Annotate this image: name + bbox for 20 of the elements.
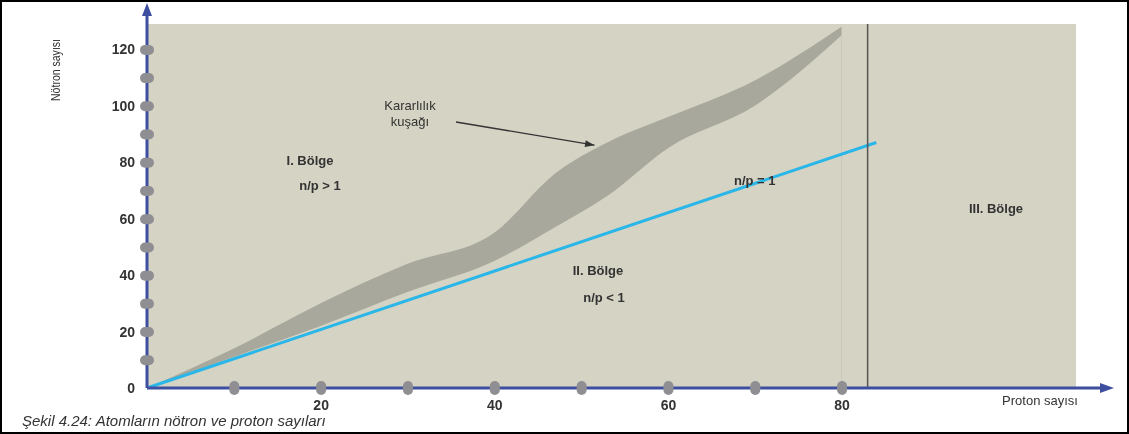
y-tick-label: 20 [119,323,136,340]
y-tick-label: 120 [111,41,136,58]
y-tick-label: 100 [111,97,136,114]
x-tick-label: 80 [834,396,851,413]
annotation: II. Bölge [572,263,624,278]
annotation: Kararlılık kuşağı [384,98,437,129]
x-axis-title: Proton sayısı [1002,393,1078,408]
y-tick-label: 0 [127,379,136,396]
y-tick-label: 40 [119,267,136,284]
y-tick-label: 80 [119,154,136,171]
y-tick-label: 60 [119,210,136,227]
annotation: I. Bölge [286,153,334,168]
annotation: n/p < 1 [583,290,625,305]
y-axis-title: Nötron sayısı [48,24,63,101]
x-tick-label: 20 [313,396,330,413]
x-tick-label: 40 [487,396,503,413]
x-tick-label: 60 [660,396,677,413]
annotation: III. Bölge [968,201,1024,216]
text: Şekil 4.24: Atomların nötron ve proton sayıları [22,412,326,429]
annotation: n/p > 1 [299,178,341,193]
